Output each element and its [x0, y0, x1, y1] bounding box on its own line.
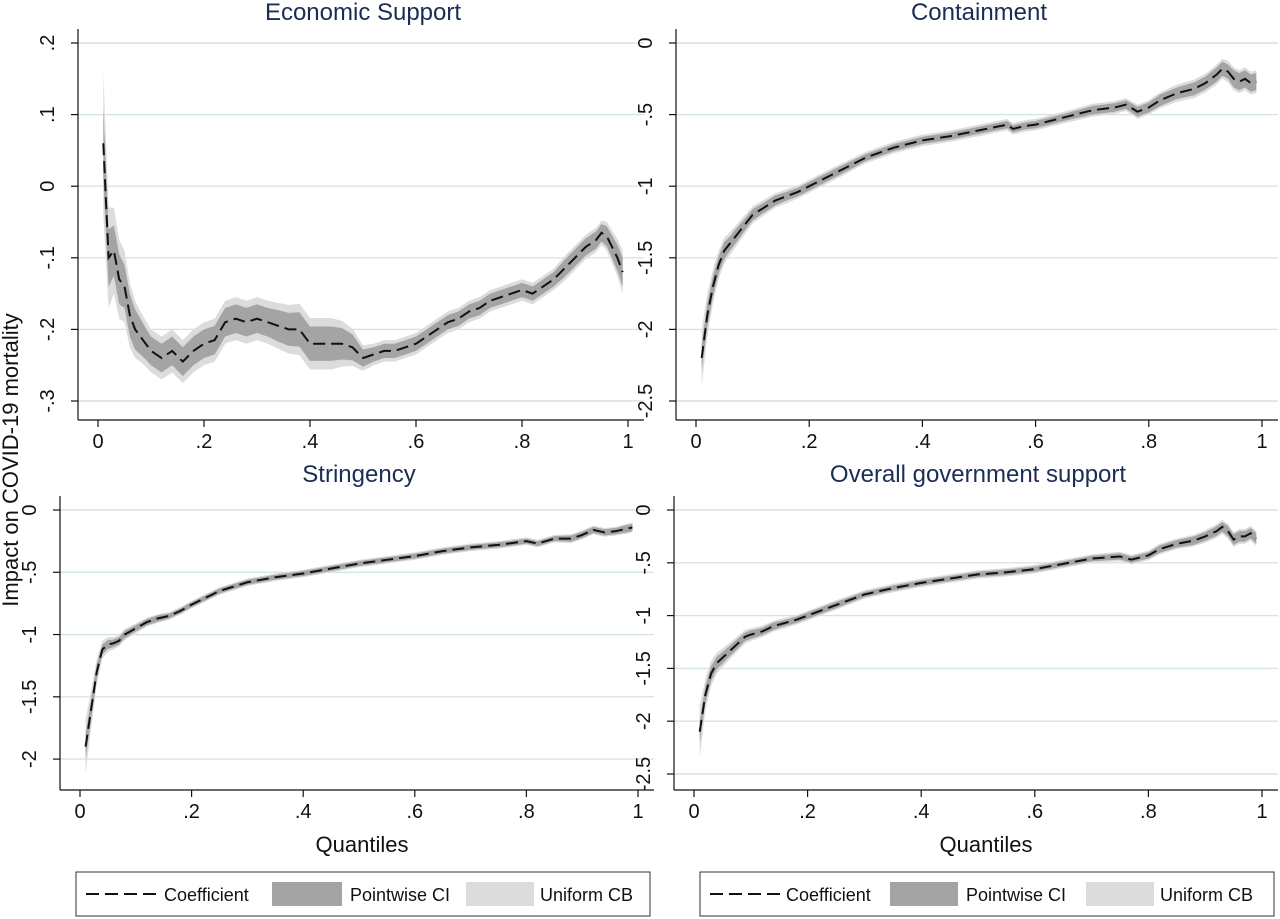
x-tick-label: 1 — [1256, 431, 1267, 453]
x-tick-label: 1 — [632, 801, 643, 823]
y-tick-label: .1 — [37, 106, 59, 123]
y-tick-label: -1.5 — [633, 651, 655, 685]
x-tick-label: .8 — [518, 801, 535, 823]
legend-pointwise-ci-swatch — [272, 882, 342, 906]
y-tick-label: .2 — [37, 35, 59, 52]
legend-uniform-cb-swatch — [1086, 882, 1154, 906]
y-tick-label: -2.5 — [635, 384, 657, 418]
y-tick-label: 0 — [37, 181, 59, 192]
y-tick-label: -.1 — [37, 246, 59, 269]
y-tick-label: -1 — [633, 607, 655, 625]
x-tick-label: .4 — [295, 801, 312, 823]
y-tick-label: -2 — [633, 712, 655, 730]
y-tick-label: -1.5 — [19, 680, 41, 714]
panel-overall-government-support: Overall government support 0 -.5 -1 -1.5 -2 -2… — [633, 461, 1278, 823]
y-tick-label: -2.5 — [633, 757, 655, 791]
panel-title: Overall government support — [830, 461, 1126, 488]
x-tick-label: 1 — [622, 431, 633, 453]
coefficient-line — [698, 525, 1258, 732]
uniform-cb-band — [699, 520, 1257, 759]
coefficient-line — [102, 143, 624, 364]
x-tick-label: .8 — [514, 431, 531, 453]
y-tick-label: -.5 — [19, 561, 41, 584]
legend-coefficient-label: Coefficient — [164, 885, 249, 905]
x-tick-label: .8 — [1140, 431, 1157, 453]
panel-containment: Containment 0 -.5 -1 -1.5 -2 -2.5 0 .2 .4 .6 .8 1 — [635, 0, 1278, 453]
legend-left: Coefficient Pointwise CI Uniform CB — [75, 871, 651, 917]
y-tick-label: -.3 — [37, 389, 59, 412]
y-tick-label: -1 — [635, 177, 657, 195]
x-tick-label: .6 — [1027, 431, 1044, 453]
y-axis-label: Impact on COVID-19 mortality — [0, 313, 23, 606]
x-tick-label: .2 — [799, 801, 816, 823]
pointwise-ci-band — [103, 107, 623, 376]
x-tick-label: 0 — [690, 431, 701, 453]
x-tick-label: .6 — [1026, 801, 1043, 823]
y-tick-label: 0 — [635, 37, 657, 48]
y-tick-label: -1 — [19, 626, 41, 644]
legend-uniform-cb-label: Uniform CB — [1160, 885, 1253, 905]
x-tick-label: 0 — [688, 801, 699, 823]
legend-pointwise-ci-label: Pointwise CI — [350, 885, 450, 905]
y-tick-label: -.2 — [37, 318, 59, 341]
x-tick-label: .4 — [914, 431, 931, 453]
x-tick-label: .6 — [406, 801, 423, 823]
x-axis-label-right: Quantiles — [940, 832, 1033, 857]
legend-uniform-cb-label: Uniform CB — [540, 885, 633, 905]
x-tick-label: 0 — [74, 801, 85, 823]
x-tick-label: .4 — [302, 431, 319, 453]
panel-title: Economic Support — [265, 0, 461, 26]
panel-title: Stringency — [302, 461, 415, 488]
y-tick-label: -1.5 — [635, 241, 657, 275]
panel-stringency: Stringency 0 -.5 -1 -1.5 -2 0 .2 .4 .6 .8 1 — [19, 461, 654, 823]
x-tick-label: .6 — [408, 431, 425, 453]
y-tick-label: 0 — [19, 504, 41, 515]
coefficient-line — [700, 67, 1257, 359]
y-tick-label: -.5 — [633, 551, 655, 574]
x-tick-label: 0 — [92, 431, 103, 453]
x-tick-label: .8 — [1140, 801, 1157, 823]
panel-title: Containment — [911, 0, 1047, 26]
coefficient-line — [84, 526, 633, 747]
legend-pointwise-ci-label: Pointwise CI — [966, 885, 1066, 905]
x-tick-label: .4 — [913, 801, 930, 823]
legend-uniform-cb-swatch — [466, 882, 534, 906]
legend-right: Coefficient Pointwise CI Uniform CB — [699, 871, 1275, 917]
x-tick-label: .2 — [801, 431, 818, 453]
panel-economic-support: Economic Support .2 .1 0 -.1 -.2 -.3 0 .2 .4 .6 .8 1 — [37, 0, 644, 453]
legend-pointwise-ci-swatch — [890, 882, 958, 906]
y-tick-label: -2 — [19, 750, 41, 768]
x-tick-label: .2 — [183, 801, 200, 823]
x-axis-label-left: Quantiles — [316, 832, 409, 857]
y-tick-label: -2 — [635, 321, 657, 339]
x-tick-label: 1 — [1256, 801, 1267, 823]
x-tick-label: .2 — [196, 431, 213, 453]
legend-coefficient-label: Coefficient — [786, 885, 871, 905]
y-tick-label: -.5 — [635, 103, 657, 126]
y-tick-label: 0 — [633, 504, 655, 515]
